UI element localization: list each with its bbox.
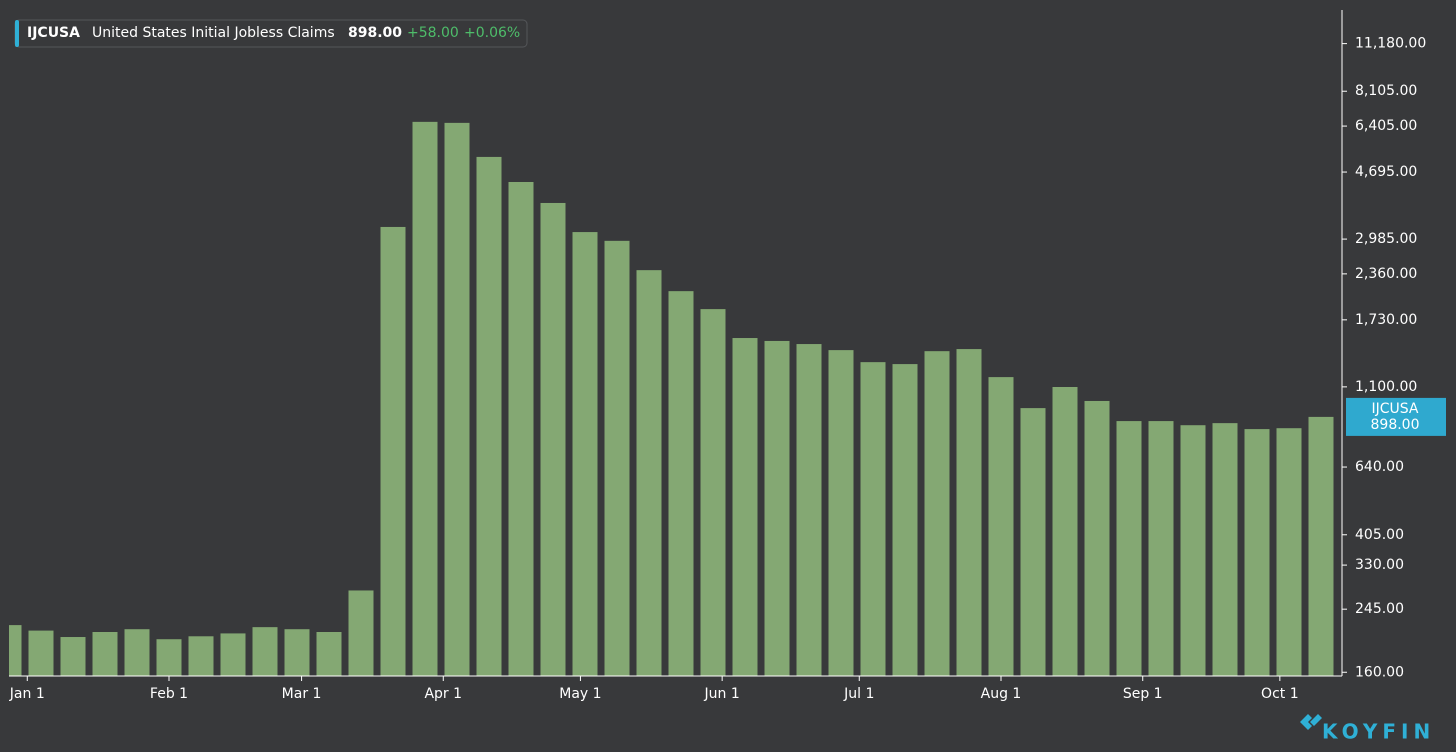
- bar: [316, 631, 342, 676]
- bar: [412, 121, 438, 676]
- bar: [1308, 416, 1334, 676]
- bars: [9, 121, 1334, 676]
- bar: [476, 156, 502, 676]
- y-tick-label: 2,360.00: [1355, 266, 1417, 282]
- x-tick-label: Oct 1: [1261, 686, 1299, 702]
- x-tick-label: Sep 1: [1123, 686, 1163, 702]
- bar: [604, 240, 630, 676]
- y-tick-label: 245.00: [1355, 601, 1404, 617]
- bar: [828, 350, 854, 676]
- bar: [380, 226, 406, 676]
- price-tag: [1346, 397, 1446, 436]
- bar: [1116, 421, 1142, 676]
- bar: [444, 122, 470, 676]
- x-tick-label: Jun 1: [704, 686, 740, 702]
- price: 898.00: [348, 25, 402, 41]
- y-tick-label: 11,180.00: [1355, 36, 1426, 52]
- bar: [1052, 387, 1078, 676]
- bar: [220, 633, 246, 676]
- x-tick-label: Mar 1: [282, 686, 322, 702]
- bar: [1148, 421, 1174, 676]
- bar: [1276, 428, 1302, 676]
- bar: [732, 338, 758, 676]
- bar: [124, 629, 150, 676]
- logo-icon: [1300, 714, 1322, 730]
- bar: [252, 627, 278, 676]
- bar: [636, 270, 662, 676]
- y-tick-label: 330.00: [1355, 557, 1404, 573]
- y-tick-label: 405.00: [1355, 527, 1404, 543]
- bar: [700, 309, 726, 676]
- bar: [188, 636, 214, 676]
- bar: [284, 629, 310, 676]
- bar: [924, 351, 950, 676]
- series-name: United States Initial Jobless Claims: [92, 25, 335, 41]
- y-tick-label: 8,105.00: [1355, 83, 1417, 99]
- bar: [60, 637, 86, 676]
- logo-text: KOYFIN: [1322, 720, 1435, 744]
- price-tag-symbol: IJCUSA: [1371, 401, 1418, 417]
- x-tick-label: Apr 1: [424, 686, 462, 702]
- bar: [508, 181, 534, 676]
- bar: [156, 639, 182, 676]
- bar: [1212, 423, 1238, 676]
- bar: [540, 202, 566, 676]
- header: IJCUSA United States Initial Jobless Cla…: [14, 19, 528, 48]
- symbol: IJCUSA: [27, 25, 80, 41]
- bar: [9, 625, 22, 676]
- y-tick-label: 2,985.00: [1355, 231, 1417, 247]
- bar: [860, 362, 886, 676]
- bar: [668, 291, 694, 676]
- x-tick-label: Jul 1: [843, 686, 874, 702]
- y-tick-label: 4,695.00: [1355, 164, 1417, 180]
- bar: [1180, 425, 1206, 676]
- header-accent: [15, 20, 19, 47]
- y-tick-label: 6,405.00: [1355, 118, 1417, 134]
- y-tick-label: 160.00: [1355, 664, 1404, 680]
- bar: [348, 590, 374, 676]
- x-tick-label: Feb 1: [150, 686, 188, 702]
- bar: [892, 364, 918, 676]
- logo: KOYFIN: [1300, 714, 1435, 744]
- change: +58.00: [407, 25, 459, 41]
- y-tick-label: 1,100.00: [1355, 379, 1417, 395]
- bar: [796, 344, 822, 676]
- bar: [572, 232, 598, 676]
- y-tick-label: 640.00: [1355, 459, 1404, 475]
- bar: [92, 631, 118, 676]
- bar: [988, 377, 1014, 676]
- bar: [1020, 408, 1046, 676]
- y-tick-label: 1,730.00: [1355, 312, 1417, 328]
- bar: [764, 340, 790, 676]
- bar: [1244, 429, 1270, 676]
- bar: [956, 349, 982, 676]
- x-tick-label: May 1: [559, 686, 601, 702]
- x-tick-label: Aug 1: [981, 686, 1022, 702]
- price-tag-value: 898.00: [1371, 417, 1420, 433]
- x-tick-label: Jan 1: [9, 686, 45, 702]
- bar: [1084, 400, 1110, 676]
- bar: [28, 630, 54, 676]
- change-pct: +0.06%: [464, 25, 520, 41]
